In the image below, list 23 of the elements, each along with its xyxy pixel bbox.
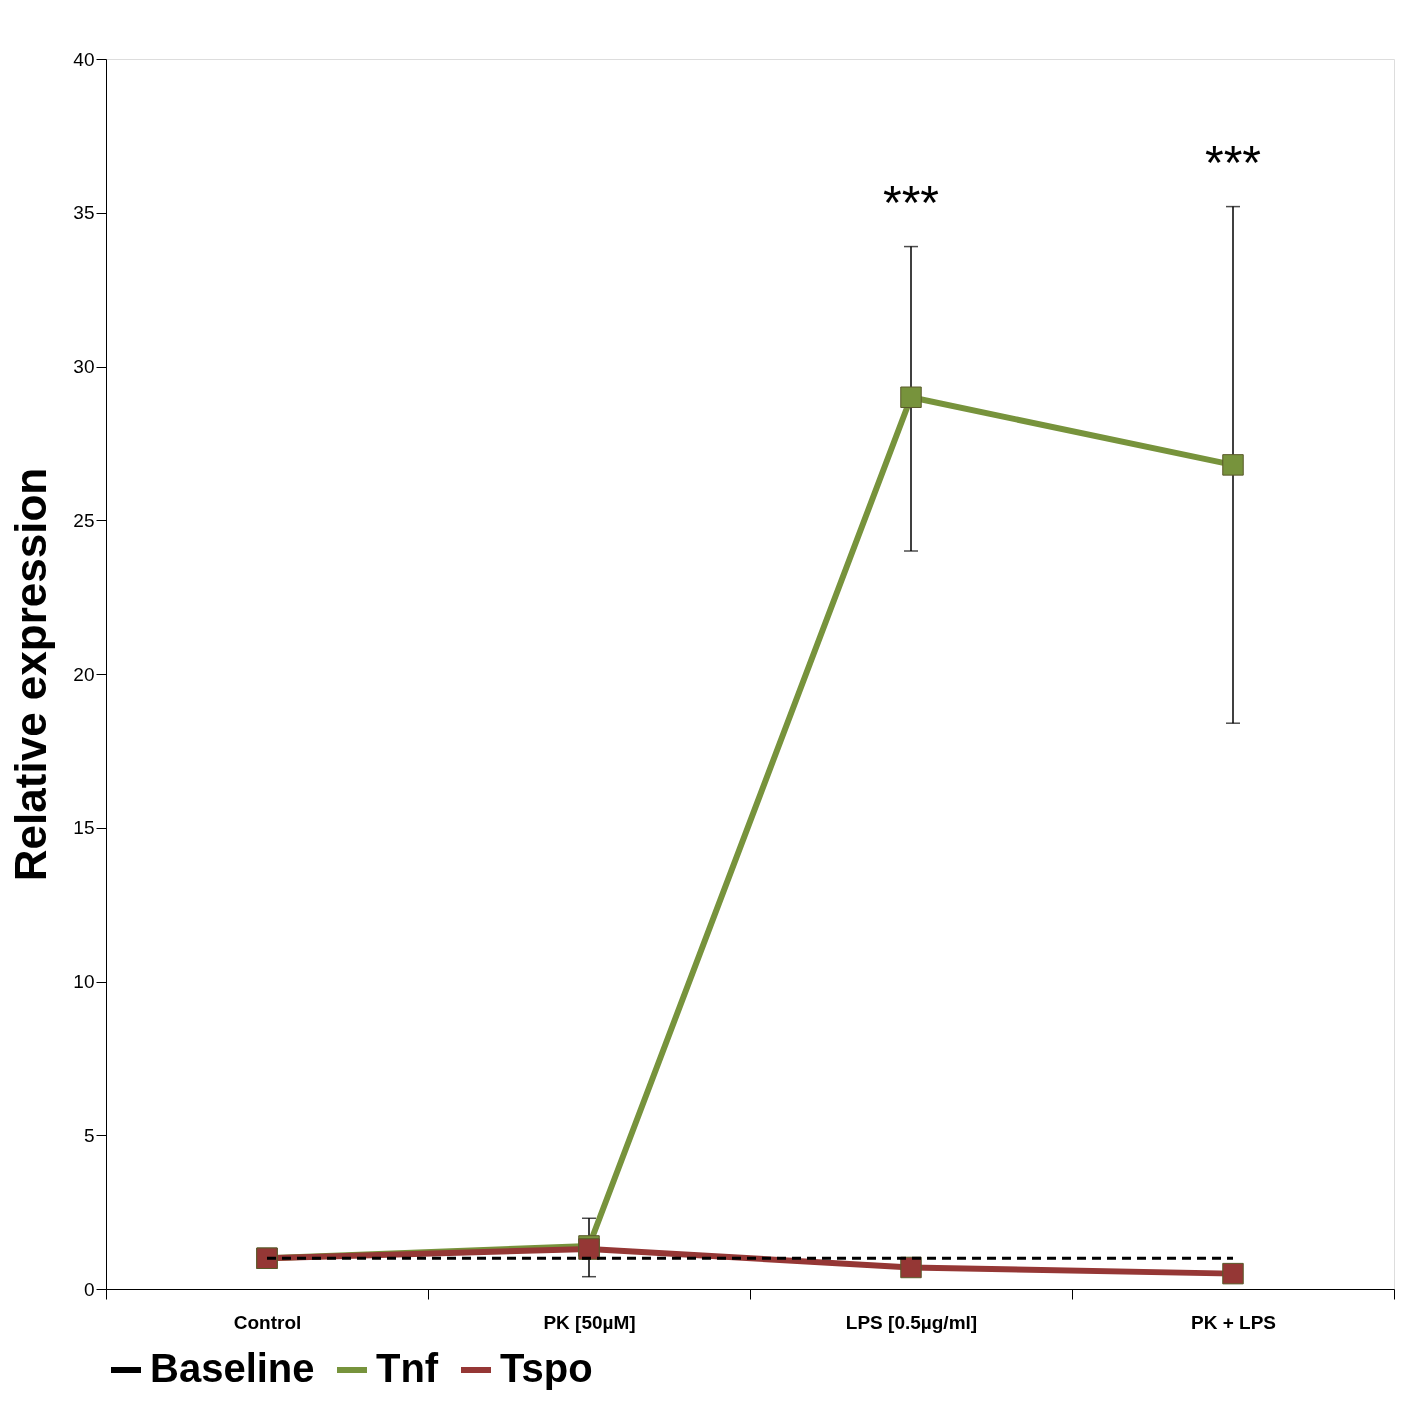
legend-label: Tnf <box>376 1346 439 1390</box>
y-axis-title: Relative expression <box>6 467 56 882</box>
x-tick-label: Control <box>233 1311 302 1333</box>
legend-label: Baseline <box>150 1346 315 1390</box>
y-tick-label: 10 <box>73 971 95 992</box>
y-tick-label: 25 <box>73 509 95 531</box>
x-tick-label: LPS [0.5µg/ml] <box>845 1311 978 1333</box>
annotation: *** <box>882 175 940 229</box>
y-tick-label: 5 <box>83 1124 95 1146</box>
annotation: *** <box>1204 135 1262 189</box>
y-tick-label: 20 <box>73 663 95 685</box>
x-tick-label: PK + LPS <box>1191 1311 1276 1333</box>
point <box>900 386 922 408</box>
y-tick-label: 0 <box>83 1278 95 1300</box>
y-tick-label: 30 <box>73 356 95 377</box>
point <box>1222 454 1244 476</box>
x-tick-label: PK [50µM] <box>543 1311 636 1333</box>
legend-label: Tspo <box>500 1346 593 1390</box>
y-tick-label: 15 <box>73 817 95 839</box>
point <box>1222 1262 1244 1285</box>
y-tick-label: 35 <box>73 202 95 224</box>
y-tick-label: 40 <box>73 48 95 70</box>
point <box>900 1256 922 1279</box>
